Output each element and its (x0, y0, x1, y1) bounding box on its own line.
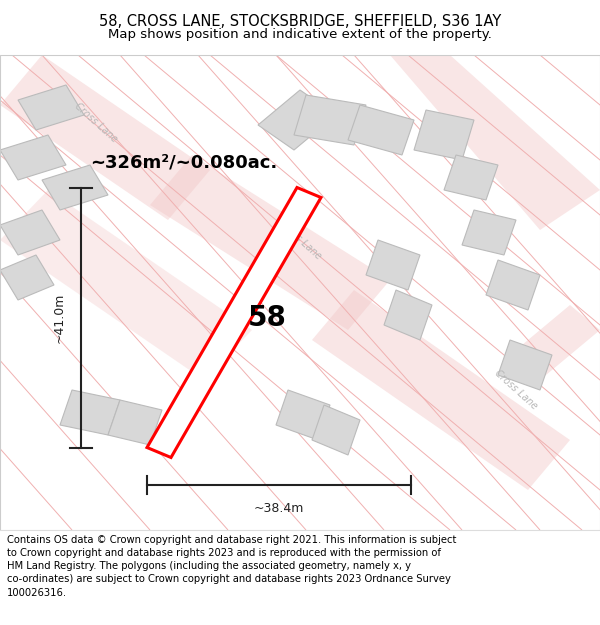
Polygon shape (348, 105, 414, 155)
Polygon shape (0, 255, 54, 300)
Polygon shape (312, 290, 570, 490)
Polygon shape (390, 55, 600, 230)
Polygon shape (510, 305, 600, 380)
Polygon shape (18, 85, 84, 130)
Polygon shape (498, 340, 552, 390)
Text: Cross Lane: Cross Lane (493, 368, 539, 412)
Polygon shape (108, 400, 162, 445)
Polygon shape (0, 55, 210, 220)
Text: Map shows position and indicative extent of the property.: Map shows position and indicative extent… (108, 28, 492, 41)
Polygon shape (414, 110, 474, 160)
Text: Cross Lane: Cross Lane (73, 101, 119, 144)
Polygon shape (486, 260, 540, 310)
Polygon shape (150, 155, 390, 330)
Polygon shape (312, 405, 360, 455)
Polygon shape (42, 165, 108, 210)
Polygon shape (0, 210, 60, 255)
Text: Contains OS data © Crown copyright and database right 2021. This information is : Contains OS data © Crown copyright and d… (7, 535, 457, 598)
Polygon shape (258, 90, 336, 150)
Polygon shape (462, 210, 516, 255)
Text: 58: 58 (248, 304, 286, 331)
Polygon shape (366, 240, 420, 290)
Polygon shape (0, 135, 66, 180)
Polygon shape (60, 390, 120, 435)
Text: Cross Lane: Cross Lane (277, 218, 323, 262)
Polygon shape (147, 188, 321, 458)
Polygon shape (276, 390, 330, 440)
Text: ~326m²/~0.080ac.: ~326m²/~0.080ac. (90, 154, 277, 171)
Text: ~41.0m: ~41.0m (53, 292, 66, 342)
Text: 58, CROSS LANE, STOCKSBRIDGE, SHEFFIELD, S36 1AY: 58, CROSS LANE, STOCKSBRIDGE, SHEFFIELD,… (99, 14, 501, 29)
Polygon shape (0, 190, 252, 380)
Polygon shape (444, 155, 498, 200)
Text: ~38.4m: ~38.4m (254, 503, 304, 516)
Polygon shape (384, 290, 432, 340)
Polygon shape (294, 95, 366, 145)
